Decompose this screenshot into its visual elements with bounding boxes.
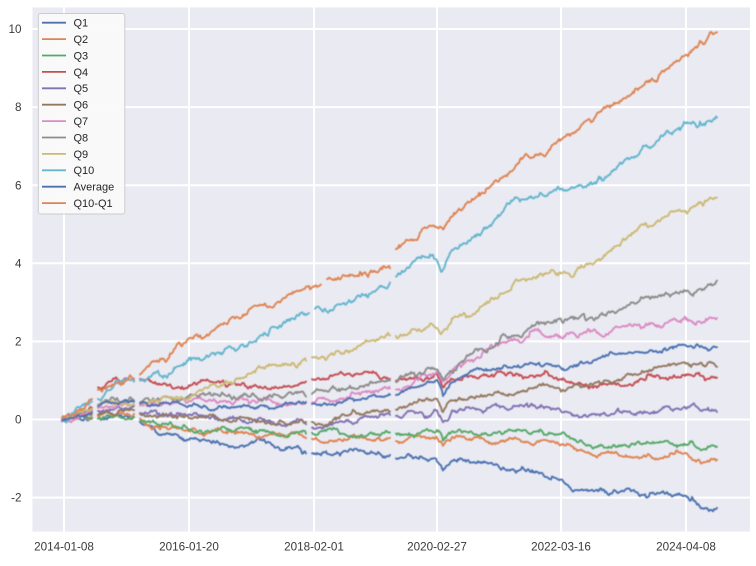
svg-text:2016-01-20: 2016-01-20 [159, 541, 219, 554]
svg-text:2024-04-08: 2024-04-08 [656, 541, 716, 554]
svg-text:Q10: Q10 [74, 165, 95, 177]
svg-text:Q8: Q8 [74, 132, 89, 144]
svg-text:Q6: Q6 [74, 100, 89, 112]
svg-text:6: 6 [15, 179, 22, 192]
svg-text:Q2: Q2 [74, 34, 89, 46]
svg-text:10: 10 [8, 23, 22, 36]
svg-text:8: 8 [15, 101, 22, 114]
svg-text:Q5: Q5 [74, 83, 89, 95]
svg-text:2: 2 [15, 336, 22, 349]
svg-text:2022-03-16: 2022-03-16 [531, 541, 591, 554]
svg-text:0: 0 [15, 414, 22, 427]
svg-text:2018-02-01: 2018-02-01 [284, 541, 344, 554]
svg-text:Q9: Q9 [74, 149, 89, 161]
svg-text:Q1: Q1 [74, 18, 89, 30]
svg-text:Average: Average [74, 182, 115, 194]
svg-text:-2: -2 [11, 492, 21, 505]
svg-text:2020-02-27: 2020-02-27 [407, 541, 467, 554]
svg-text:Q7: Q7 [74, 116, 89, 128]
svg-text:Q10-Q1: Q10-Q1 [74, 198, 113, 210]
svg-text:Q3: Q3 [74, 50, 89, 62]
svg-text:4: 4 [15, 257, 22, 270]
svg-text:Q4: Q4 [74, 67, 89, 79]
svg-text:2014-01-08: 2014-01-08 [34, 541, 94, 554]
